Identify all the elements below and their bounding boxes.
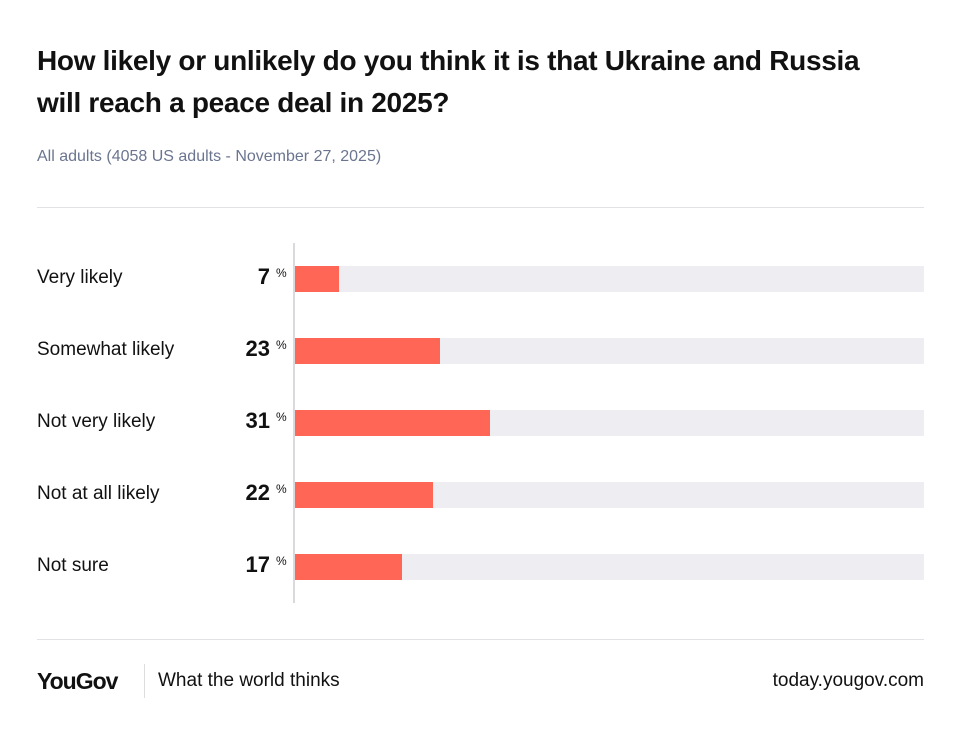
bar-row: Very likely 7 % — [0, 264, 960, 294]
axis-line — [293, 243, 295, 603]
category-label: Not sure — [37, 555, 109, 576]
yougov-logo: YouGov — [37, 668, 118, 694]
footer-url[interactable]: today.yougov.com — [772, 670, 924, 691]
bar-track — [295, 482, 924, 508]
category-label: Not very likely — [37, 411, 156, 432]
category-label: Very likely — [37, 267, 123, 288]
bar-track — [295, 410, 924, 436]
footer-tagline: What the world thinks — [158, 670, 340, 691]
bar-track — [295, 266, 924, 292]
bar — [295, 266, 340, 292]
category-label: Somewhat likely — [37, 339, 175, 360]
bar-row: Not sure 17 % — [0, 552, 960, 582]
percent-sign: % — [276, 266, 287, 280]
percent-sign: % — [276, 338, 287, 352]
value-label: 23 — [245, 336, 270, 361]
chart-title: How likely or unlikely do you think it i… — [37, 45, 860, 118]
bottom-divider — [37, 639, 924, 640]
bar — [295, 554, 402, 580]
bar-track — [295, 554, 924, 580]
value-label: 22 — [245, 480, 270, 505]
bar-row: Not very likely 31 % — [0, 408, 960, 438]
top-divider — [37, 207, 924, 208]
percent-sign: % — [276, 554, 287, 568]
bar-track — [295, 338, 924, 364]
bar — [295, 410, 490, 436]
footer-separator — [144, 664, 145, 698]
percent-sign: % — [276, 482, 287, 496]
bar — [295, 482, 434, 508]
bar — [295, 338, 440, 364]
chart-subtitle: All adults (4058 US adults - November 27… — [37, 148, 382, 165]
value-label: 7 — [257, 264, 270, 289]
value-label: 31 — [245, 408, 270, 433]
value-label: 17 — [245, 552, 270, 577]
category-label: Not at all likely — [37, 483, 160, 504]
bar-row: Somewhat likely 23 % — [0, 336, 960, 366]
bar-row: Not at all likely 22 % — [0, 480, 960, 510]
percent-sign: % — [276, 410, 287, 424]
